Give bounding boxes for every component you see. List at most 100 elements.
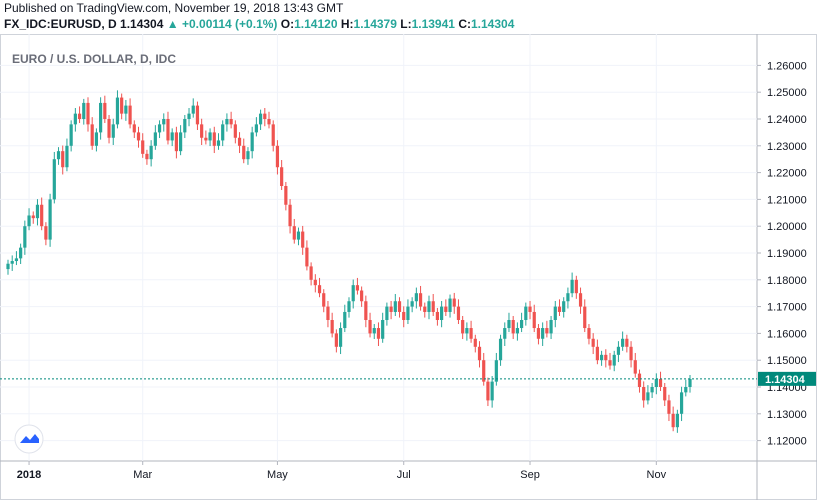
candle-body [583,306,587,329]
candle [671,406,675,432]
candle [258,109,263,130]
price-chart[interactable]: 1.26000 1.25000 1.24000 1.23000 1.22000 1.210… [0,34,817,500]
candle-body [667,400,671,414]
candle [587,324,591,345]
candle [284,181,288,211]
candle [684,379,688,397]
candle-body [6,263,10,270]
candle-body [587,328,591,339]
candle-body [591,338,595,347]
candle-body [461,320,465,334]
candle [452,292,456,314]
candle [494,352,498,386]
candle-body [469,328,473,339]
candle-body [204,137,208,141]
candle-body [679,392,684,414]
candle-body [633,360,637,374]
candle-body [654,378,658,387]
candle-body [254,124,258,133]
candle-body [69,124,73,146]
candle-body [250,132,254,152]
candle [301,225,305,255]
candle [141,133,145,158]
candle-body [440,306,444,320]
candle-body [86,102,90,125]
candle-body [507,320,511,329]
close-label: C: [458,17,471,31]
candle [448,294,452,318]
candle-body [414,293,418,302]
candle-body [389,306,393,312]
candle-body [103,102,107,119]
candle-body [498,338,503,361]
candle [99,97,103,140]
price-tick-label: 1.26000 [767,60,807,72]
candle [40,197,44,231]
candle [162,113,166,132]
candle [69,120,73,152]
candle-body [553,306,557,320]
candle-body [56,151,61,160]
candle [427,295,431,320]
candle-body [242,145,246,160]
price-tick-label: 1.20000 [767,221,807,233]
candle [250,126,254,159]
candle [410,297,414,313]
candle [330,312,334,338]
candle-body [368,320,372,334]
candle-body [124,105,128,114]
candle-body [650,387,654,393]
candle-body [532,311,536,329]
candle-body [208,132,212,141]
candle [368,312,372,338]
candle-body [334,333,338,347]
candle [44,222,48,246]
chart-frame [0,34,817,500]
candle-body [23,226,27,248]
candle-body [174,132,178,152]
candle [309,262,313,286]
candle [229,111,233,129]
candle [406,299,410,325]
candle [56,147,61,165]
price-axis[interactable]: 1.26000 1.25000 1.24000 1.23000 1.22000 1.210… [757,60,807,448]
candle-body [427,301,431,312]
symbol-header: FX_IDC:EURUSD, D 1.14304 ▲ +0.00114 (+0.… [4,17,514,31]
candle [456,299,461,325]
price-tick-label: 1.12000 [767,436,807,448]
candle-body [465,328,469,334]
candle-body [343,311,347,329]
candle-body [397,301,402,312]
candle-body [629,346,633,361]
candle [486,377,490,407]
candle [317,277,322,298]
candle [94,128,99,152]
candle [212,126,216,154]
open-value: 1.14120 [294,17,338,31]
candle-body [200,124,204,138]
candle [389,300,393,320]
time-axis[interactable]: 2018 Mar May Jul Sep Nov [17,461,667,481]
candle-body [48,199,52,240]
candle [343,304,347,333]
candle [170,128,174,147]
candle [667,394,671,422]
candle-body [107,119,111,138]
candle-body [423,306,427,312]
candle [35,199,40,226]
candle [402,306,406,328]
candle [149,140,153,167]
candle [658,371,663,392]
candle [520,312,524,333]
candle [557,299,562,316]
candle-body [263,113,267,119]
candle [566,287,570,309]
candle-body [515,328,519,334]
price-tick-label: 1.23000 [767,141,807,153]
candle-body [360,290,364,302]
candle [393,294,397,316]
time-tick-label: Nov [647,469,667,481]
candle-body [10,261,14,264]
candle-body [14,258,19,262]
candle-body [625,338,629,347]
